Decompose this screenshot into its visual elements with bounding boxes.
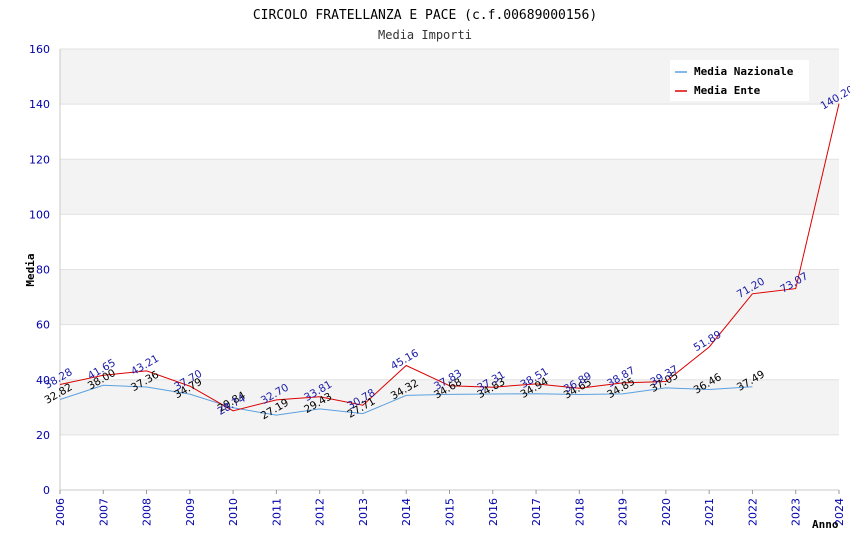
x-tick-label: 2013 — [357, 498, 370, 526]
x-tick-label: 2024 — [833, 498, 846, 526]
x-tick-label: 2022 — [746, 498, 759, 526]
series-lines — [59, 103, 840, 416]
plot-band — [60, 324, 839, 380]
y-tick-label: 80 — [36, 264, 50, 277]
plot-band — [60, 269, 839, 325]
y-tick-label: 40 — [36, 374, 50, 387]
x-tick-label: 2020 — [660, 498, 673, 526]
x-tick-label: 2010 — [227, 498, 240, 526]
plot-band — [60, 434, 839, 490]
x-tick-label: 2012 — [314, 498, 327, 526]
x-axis-label: Anno — [812, 518, 839, 531]
plot-band — [60, 379, 839, 435]
x-tick-label: 2017 — [530, 498, 543, 526]
plot-band — [60, 214, 839, 270]
x-tick-label: 2009 — [184, 498, 197, 526]
y-tick-label: 0 — [43, 484, 50, 497]
x-tick-label: 2014 — [400, 498, 413, 526]
y-tick-label: 20 — [36, 429, 50, 442]
x-tick-label: 2021 — [703, 498, 716, 526]
y-tick-label: 120 — [29, 153, 50, 166]
legend-box — [670, 60, 809, 101]
x-tick-label: 2008 — [141, 498, 154, 526]
y-tick-label: 60 — [36, 319, 50, 332]
legend-label-media-nazionale: Media Nazionale — [694, 65, 794, 78]
plot-bands — [60, 49, 839, 490]
x-tick-label: 2007 — [97, 498, 110, 526]
x-tick-label: 2006 — [54, 498, 67, 526]
y-tick-label: 140 — [29, 98, 50, 111]
x-tick-label: 2019 — [617, 498, 630, 526]
x-tick-label: 2018 — [573, 498, 586, 526]
x-tick-label: 2015 — [444, 498, 457, 526]
series-line-media-ente — [59, 103, 840, 412]
y-axis-ticks: 0 20 40 60 80 100 120 140 160 — [29, 43, 50, 497]
plot-band — [60, 159, 839, 215]
x-axis-ticks: 2006 2007 2008 2009 2010 2011 2012 2013 2014 2015… — [54, 490, 846, 526]
y-tick-label: 160 — [29, 43, 50, 56]
legend-label-media-ente: Media Ente — [694, 84, 761, 97]
series-line-media-nazionale — [59, 384, 753, 416]
chart-title: CIRCOLO FRATELLANZA E PACE (c.f.00689000… — [253, 8, 597, 23]
y-axis-label: Media — [24, 253, 37, 286]
legend: Media Nazionale Media Ente — [670, 60, 809, 101]
chart-subtitle: Media Importi — [378, 28, 472, 42]
y-tick-label: 100 — [29, 208, 50, 221]
x-tick-label: 2011 — [270, 498, 283, 526]
x-tick-label: 2016 — [487, 498, 500, 526]
x-tick-label: 2023 — [790, 498, 803, 526]
plot-band — [60, 104, 839, 160]
